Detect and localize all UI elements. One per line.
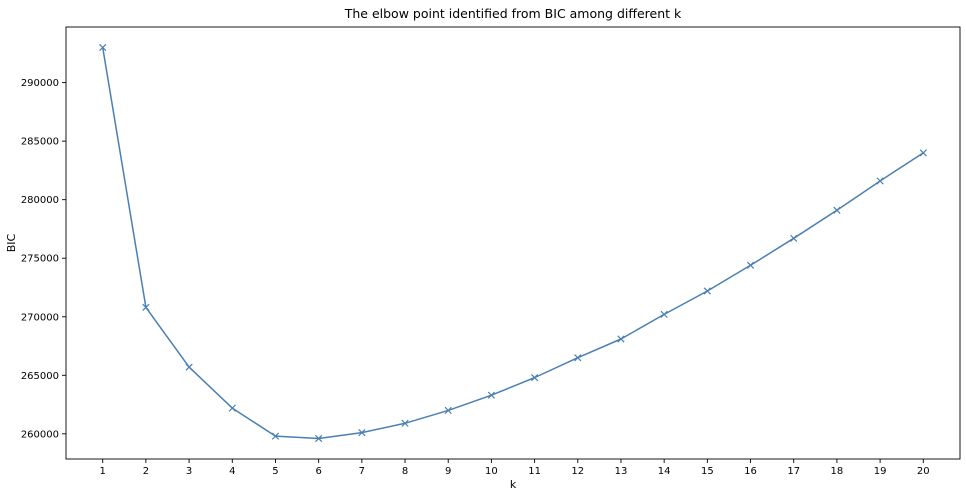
data-point — [703, 287, 711, 295]
point-marker-stroke — [315, 434, 323, 443]
axes-frame — [65, 26, 961, 460]
x-tick-label: 4 — [229, 466, 235, 477]
x-axis-label: k — [510, 478, 517, 491]
point-marker-stroke — [401, 419, 409, 427]
data-point — [746, 261, 755, 269]
x-tick-label: 14 — [658, 466, 671, 477]
point-marker-stroke — [660, 310, 668, 319]
data-point — [99, 43, 107, 52]
point-marker-stroke — [271, 432, 280, 440]
data-point — [401, 419, 409, 427]
x-tick-label: 2 — [143, 466, 149, 477]
point-marker-stroke — [530, 374, 539, 382]
y-axis-label: BIC — [5, 233, 18, 252]
x-tick-label: 17 — [787, 466, 800, 477]
y-tick-label: 270000 — [21, 312, 59, 323]
plot-background — [66, 27, 960, 459]
point-marker-stroke — [99, 43, 107, 52]
point-marker-stroke — [142, 303, 150, 312]
data-point — [617, 335, 625, 343]
data-point — [271, 432, 280, 440]
data-point — [228, 404, 236, 412]
data-point — [919, 149, 927, 157]
x-tick-label: 10 — [485, 466, 498, 477]
data-point — [833, 206, 841, 214]
y-tick-label: 280000 — [21, 195, 59, 206]
x-tick-label: 8 — [402, 466, 408, 477]
data-point — [142, 303, 150, 312]
data-point — [660, 310, 668, 319]
point-marker-stroke — [358, 429, 366, 437]
plot-area: 1 2 3 4 5 6 7 8 9 10 11 12 13 14 15 16 17 18 19 20260000265… — [21, 26, 961, 477]
y-tick-label: 290000 — [21, 78, 59, 89]
point-marker-stroke — [574, 354, 582, 362]
x-tick-label: 18 — [831, 466, 844, 477]
x-tick-label: 1 — [100, 466, 106, 477]
x-tick-label: 15 — [701, 466, 714, 477]
data-point — [530, 374, 539, 382]
series-line — [101, 47, 924, 440]
x-tick-label: 6 — [315, 466, 321, 477]
point-marker-stroke — [876, 177, 884, 185]
data-point — [444, 406, 452, 415]
x-tick-label: 13 — [615, 466, 628, 477]
y-tick-label: 265000 — [21, 371, 59, 382]
point-marker-stroke — [746, 261, 755, 269]
x-tick-label: 20 — [917, 466, 930, 477]
point-marker-stroke — [790, 234, 798, 242]
point-marker-stroke — [919, 149, 927, 157]
data-point — [185, 363, 193, 371]
data-point — [574, 354, 582, 362]
y-tick-label: 275000 — [21, 254, 59, 265]
y-tick-label: 285000 — [21, 137, 59, 148]
point-marker-stroke — [703, 287, 711, 295]
y-tick-label: 260000 — [21, 429, 59, 440]
data-point — [876, 177, 884, 185]
x-tick-label: 11 — [528, 466, 541, 477]
data-point — [315, 434, 323, 443]
x-tick-label: 7 — [359, 466, 365, 477]
chart-title: The elbow point identified from BIC amon… — [344, 6, 682, 21]
x-tick-label: 19 — [874, 466, 887, 477]
data-point — [358, 429, 366, 437]
point-marker-stroke — [185, 363, 193, 371]
point-marker-stroke — [487, 391, 496, 399]
point-marker-stroke — [617, 335, 625, 343]
x-tick-label: 12 — [571, 466, 584, 477]
point-marker-stroke — [444, 406, 452, 415]
x-tick-label: 9 — [445, 466, 451, 477]
x-tick-label: 16 — [744, 466, 757, 477]
x-tick-label: 5 — [272, 466, 278, 477]
point-marker-stroke — [833, 206, 841, 214]
point-marker-stroke — [228, 404, 236, 412]
data-point — [487, 391, 496, 399]
x-tick-label: 3 — [186, 466, 192, 477]
data-point — [790, 234, 798, 242]
